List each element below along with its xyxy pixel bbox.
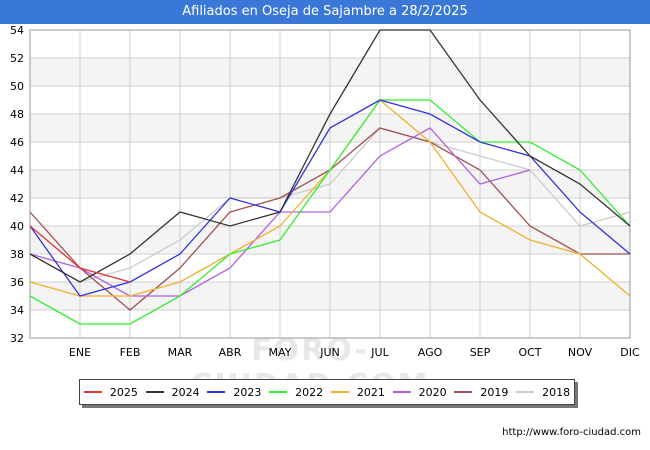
legend-label: 2022 (295, 385, 324, 399)
y-tick-label: 42 (10, 192, 24, 205)
x-tick-label: FEB (120, 346, 141, 359)
y-tick-label: 34 (10, 304, 24, 317)
title-bar (0, 0, 650, 24)
y-tick-label: 32 (10, 332, 24, 345)
x-tick-label: MAY (269, 346, 292, 359)
legend-label: 2023 (233, 385, 262, 399)
legend-swatch (454, 391, 473, 393)
legend-item-2018: 2018 (516, 386, 570, 399)
x-tick-label: SEP (470, 346, 491, 359)
series-line-2025 (29, 225, 131, 283)
legend-label: 2020 (418, 385, 447, 399)
source-url: http://www.foro-ciudad.com (502, 427, 641, 438)
legend-swatch (145, 391, 164, 393)
y-tick-label: 40 (10, 220, 24, 233)
y-tick-label: 50 (10, 80, 24, 93)
legend-item-2019: 2019 (454, 386, 508, 399)
y-tick-label: 52 (10, 52, 24, 65)
x-tick-label: OCT (518, 346, 541, 359)
y-tick-label: 54 (10, 24, 24, 37)
y-tick-label: 36 (10, 276, 24, 289)
x-tick-label: JUL (370, 346, 389, 359)
y-tick-label: 44 (10, 164, 24, 177)
legend-item-2024: 2024 (145, 385, 200, 399)
series-line-2022 (29, 99, 631, 325)
x-tick-label: DIC (620, 346, 640, 359)
line-chart: 32 34 36 38 40 42 44 46 48 50 52 54 ENE FEB MAR ABR MAY J… (10, 24, 640, 359)
x-tick-label: NOV (568, 346, 593, 359)
legend-label: 2018 (542, 385, 571, 399)
legend-item-2021: 2021 (330, 385, 385, 399)
x-tick-label: JUN (319, 346, 340, 359)
series-line-2018 (79, 127, 631, 283)
x-tick-label: MAR (168, 346, 193, 359)
chart-title: Afiliados en Oseja de Sajambre a 28/2/20… (182, 4, 468, 19)
chart-legend: 2025 2024 2023 2022 2021 2020 2019 2018 (79, 379, 575, 405)
y-tick-label: 38 (10, 248, 24, 261)
legend-label: 2021 (356, 385, 385, 399)
y-tick-label: 48 (10, 108, 24, 121)
legend-swatch (392, 391, 411, 393)
legend-swatch (516, 391, 535, 393)
legend-label: 2025 (109, 385, 138, 399)
legend-item-2022: 2022 (269, 386, 323, 399)
legend-label: 2019 (480, 385, 509, 399)
legend-item-2025: 2025 (83, 385, 138, 399)
legend-label: 2024 (171, 385, 200, 399)
x-tick-label: ENE (69, 346, 91, 359)
legend-swatch (83, 391, 102, 393)
legend-item-2023: 2023 (207, 386, 261, 399)
x-tick-label: ABR (219, 346, 242, 359)
plot-border (29, 29, 631, 339)
legend-swatch (269, 391, 288, 393)
series-line-2024 (29, 29, 631, 283)
legend-swatch (207, 391, 226, 393)
legend-item-2020: 2020 (392, 385, 447, 399)
y-tick-label: 46 (10, 136, 24, 149)
x-tick-label: AGO (418, 346, 443, 359)
legend-swatch (330, 391, 349, 393)
